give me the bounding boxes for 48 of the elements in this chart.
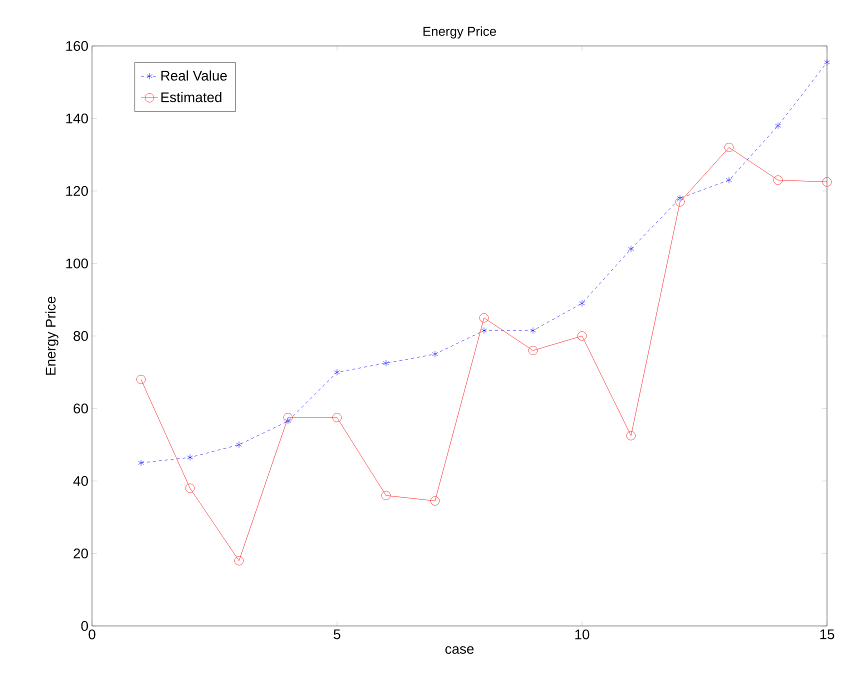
point: [481, 327, 487, 334]
point: [724, 142, 734, 152]
point: [332, 412, 342, 422]
point: [381, 490, 391, 500]
legend-label: Estimated: [161, 92, 222, 102]
y-tick-label: 20: [74, 548, 88, 558]
point: [822, 177, 832, 187]
point: [530, 327, 536, 334]
y-tick-label: 100: [66, 258, 88, 268]
point: [628, 246, 634, 252]
chart-title: Energy Price: [424, 26, 496, 38]
point: [726, 176, 732, 184]
point: [773, 176, 783, 185]
x-axis-title: case: [445, 646, 474, 654]
x-tick-label: 10: [575, 629, 590, 640]
point: [187, 454, 193, 461]
point: [432, 350, 438, 358]
y-tick-label: 160: [66, 41, 88, 51]
point: [775, 122, 781, 130]
point: [234, 556, 244, 566]
point: [824, 58, 830, 66]
x-tick-label: 15: [820, 630, 834, 640]
point: [185, 484, 195, 493]
x-tick-label: 0: [88, 629, 96, 640]
point: [577, 331, 587, 341]
point: [283, 412, 293, 422]
point: [626, 431, 636, 440]
y-tick-label: 120: [66, 186, 88, 196]
point: [675, 197, 685, 206]
point: [334, 368, 340, 376]
point: [528, 346, 538, 356]
point: [579, 300, 585, 307]
y-tick-label: 140: [66, 114, 88, 124]
y-tick-label: 0: [81, 621, 88, 631]
point: [383, 360, 389, 367]
y-tick-label: 80: [74, 331, 88, 341]
y-tick-label: 60: [74, 404, 88, 414]
point: [677, 194, 683, 202]
point: [138, 459, 144, 466]
legend-label: Real Value: [161, 70, 227, 81]
x-tick-label: 5: [334, 630, 340, 640]
point: [136, 374, 146, 384]
point: [479, 313, 489, 322]
point: [430, 496, 440, 506]
y-axis-title: Energy Price: [45, 296, 58, 375]
point: [236, 441, 242, 448]
y-tick-label: 40: [73, 476, 88, 486]
point: [285, 418, 291, 425]
